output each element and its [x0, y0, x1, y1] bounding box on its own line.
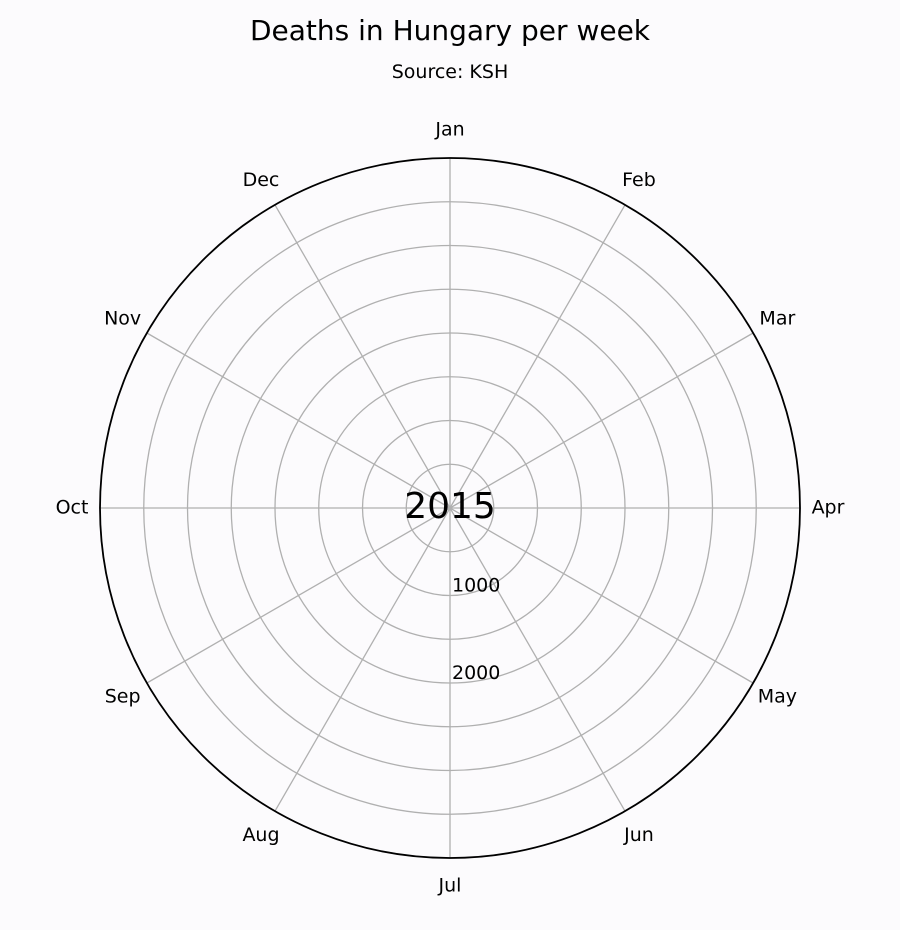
- radial-tick-label: 1000: [452, 575, 500, 597]
- angular-gridline: [449, 332, 754, 509]
- angular-gridline: [449, 507, 754, 684]
- angular-gridline: [146, 332, 451, 509]
- month-label-nov: Nov: [104, 308, 141, 330]
- month-label-aug: Aug: [242, 824, 279, 846]
- month-label-feb: Feb: [622, 169, 656, 191]
- angular-gridline: [449, 507, 626, 812]
- month-labels: Jan Feb Mar Apr May Jun Jul Aug Sep Oct Nov Dec: [56, 119, 845, 897]
- month-label-oct: Oct: [56, 497, 89, 519]
- month-label-dec: Dec: [243, 169, 280, 191]
- month-label-sep: Sep: [105, 686, 141, 708]
- month-label-jul: Jul: [438, 875, 462, 897]
- polar-frame: [99, 157, 801, 859]
- angular-gridline: [146, 507, 451, 684]
- chart-title: Deaths in Hungary per week: [250, 14, 651, 47]
- month-label-jun: Jun: [623, 824, 654, 846]
- angular-gridlines: [100, 158, 800, 858]
- month-label-mar: Mar: [759, 308, 795, 330]
- year-label: 2015: [404, 486, 496, 527]
- radial-tick-labels: 1000 2000: [452, 575, 500, 685]
- chart-subtitle: Source: KSH: [392, 61, 509, 83]
- month-label-jan: Jan: [434, 119, 464, 141]
- angular-gridline: [449, 204, 626, 509]
- angular-gridline: [274, 204, 451, 509]
- month-label-apr: Apr: [812, 497, 845, 519]
- radial-tick-label: 2000: [452, 662, 500, 684]
- angular-gridline: [274, 507, 451, 812]
- month-label-may: May: [758, 686, 797, 708]
